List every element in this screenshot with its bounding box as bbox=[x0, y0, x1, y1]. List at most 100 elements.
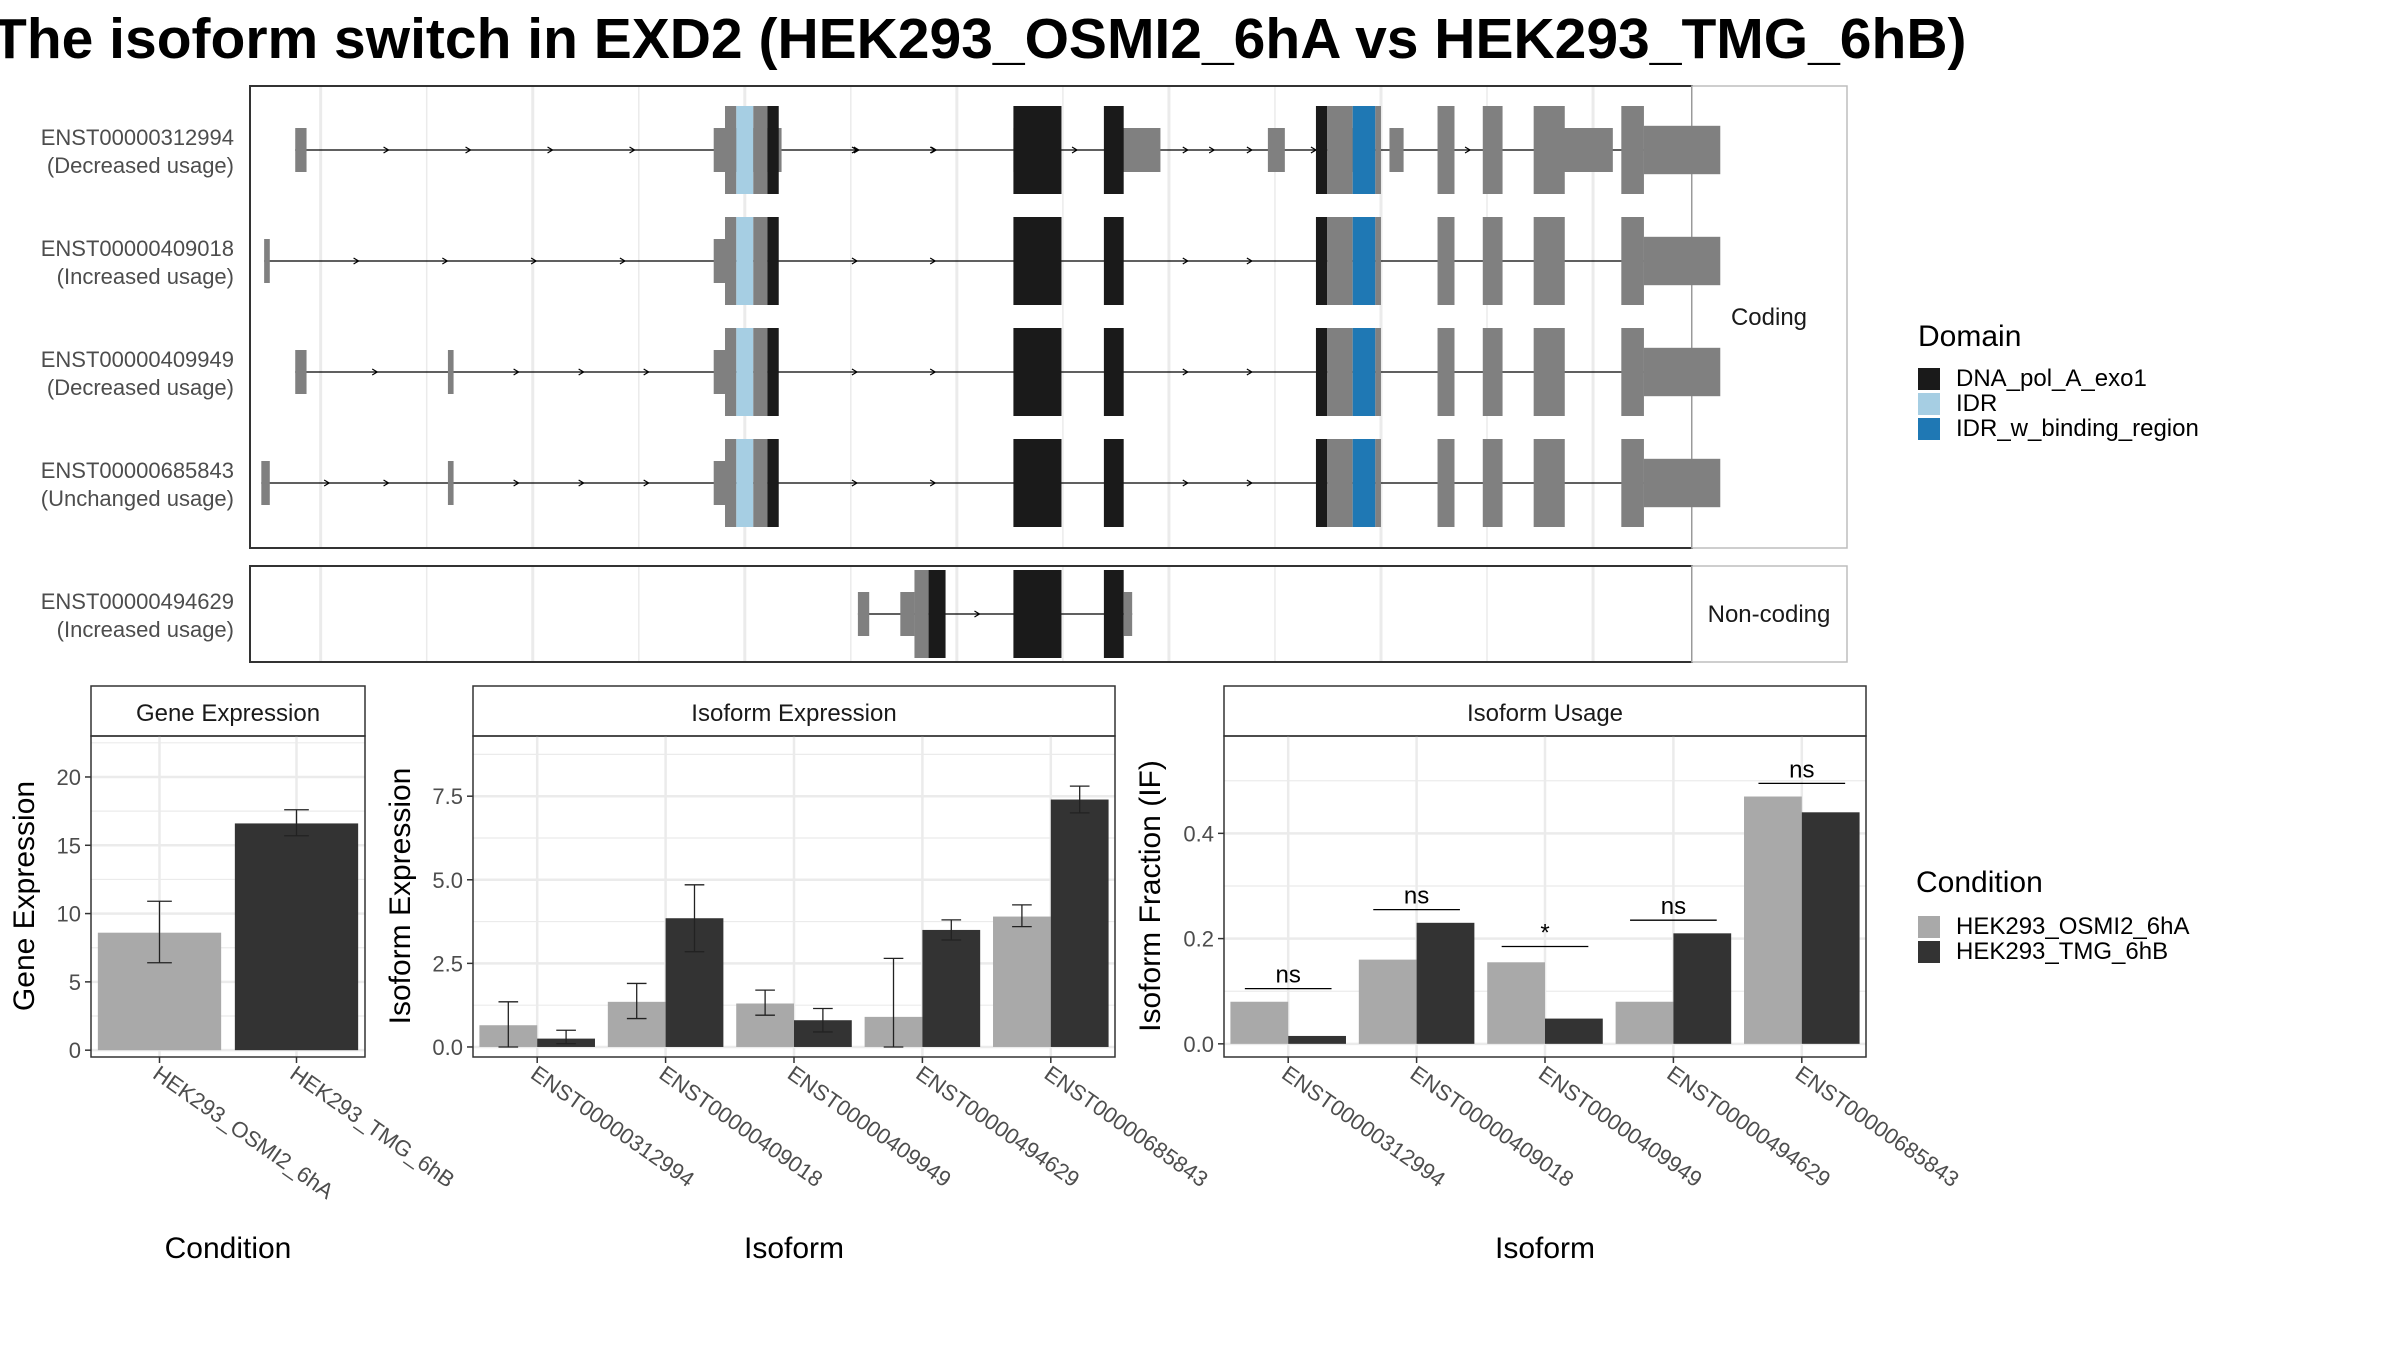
legend-label-DNA_pol_A_exo1: DNA_pol_A_exo1 bbox=[1956, 365, 2147, 392]
intron-arrow bbox=[1246, 146, 1254, 154]
intron-arrow bbox=[323, 479, 331, 487]
y-tick-label: 5 bbox=[69, 970, 81, 995]
transcript-usage-label: (Decreased usage) bbox=[47, 153, 234, 178]
x-axis-title: Condition bbox=[165, 1232, 292, 1265]
intron-arrow bbox=[371, 368, 379, 376]
idr-domain bbox=[736, 106, 754, 194]
noncoding-strip-label: Non-coding bbox=[1708, 601, 1831, 628]
exon-block bbox=[1375, 328, 1381, 416]
intron-arrow bbox=[851, 368, 859, 376]
exon-block bbox=[857, 592, 870, 636]
dna-pol-domain bbox=[1013, 570, 1062, 658]
exon-block bbox=[713, 350, 728, 394]
transcript-usage-label: (Decreased usage) bbox=[47, 375, 234, 400]
intron-arrow bbox=[629, 146, 636, 154]
bar-HEK293_OSMI2_6hA-ENST00000685843 bbox=[993, 916, 1051, 1047]
dna-pol-domain bbox=[1013, 439, 1062, 527]
y-axis-title: Isoform Expression bbox=[384, 768, 417, 1025]
intron-arrow bbox=[1246, 257, 1254, 265]
exon-block bbox=[1621, 328, 1644, 416]
exon-block bbox=[295, 350, 307, 394]
chart-title: Isoform Expression bbox=[691, 700, 896, 727]
exon-block bbox=[1533, 217, 1565, 305]
exon-block bbox=[1327, 217, 1353, 305]
exon-block bbox=[753, 328, 768, 416]
intron-arrow bbox=[1182, 257, 1189, 265]
significance-label: ns bbox=[1789, 756, 1814, 783]
dna-pol-domain bbox=[928, 570, 946, 658]
y-tick-label: 0.2 bbox=[1183, 927, 1214, 952]
y-tick-label: 10 bbox=[57, 902, 81, 927]
chart-2: Isoform Usagensns*nsns0.00.20.4ENST00000… bbox=[1134, 685, 1964, 1265]
legend-key-IDR bbox=[1918, 393, 1940, 415]
dna-pol-domain bbox=[1315, 106, 1328, 194]
chart-strip bbox=[90, 685, 366, 737]
exon-block bbox=[713, 128, 728, 172]
chart-1: Isoform Expression0.02.55.07.5ENST000003… bbox=[384, 685, 1213, 1265]
exon-block bbox=[295, 128, 307, 172]
intron-arrow bbox=[383, 479, 390, 487]
intron-arrow bbox=[513, 368, 520, 376]
dna-pol-domain bbox=[1103, 217, 1124, 305]
transcript-ENST00000409018 bbox=[264, 217, 1721, 305]
exon-block bbox=[1533, 439, 1565, 527]
significance-label: ns bbox=[1404, 883, 1429, 910]
exon-block bbox=[1123, 592, 1133, 636]
bar-HEK293_OSMI2_6hA-ENST00000312994 bbox=[1230, 1001, 1289, 1044]
idr-domain bbox=[736, 217, 754, 305]
bar-HEK293_TMG_6hB-ENST00000685843 bbox=[1801, 812, 1860, 1044]
exon-block bbox=[753, 439, 768, 527]
intron-arrow bbox=[1208, 146, 1216, 154]
exon-block bbox=[1482, 439, 1503, 527]
intron-arrow bbox=[851, 479, 859, 487]
intron-arrow bbox=[929, 257, 937, 265]
bar-HEK293_TMG_6hB-ENST00000494629 bbox=[1673, 933, 1732, 1044]
exon-block bbox=[1437, 439, 1455, 527]
intron-arrow bbox=[1246, 479, 1254, 487]
intron-arrow bbox=[851, 257, 859, 265]
transcript-ENST00000494629 bbox=[857, 570, 1133, 658]
dna-pol-domain bbox=[1103, 570, 1124, 658]
dna-pol-domain bbox=[1013, 106, 1062, 194]
transcript-tracks bbox=[261, 106, 1721, 658]
exon-block bbox=[1267, 128, 1285, 172]
legend-key-HEK293_TMG_6hB bbox=[1918, 941, 1940, 963]
exon-block bbox=[1643, 236, 1721, 286]
y-tick-label: 0.0 bbox=[432, 1035, 463, 1060]
coding-panel bbox=[249, 85, 1693, 549]
exon-block bbox=[1327, 106, 1353, 194]
exon-block bbox=[1327, 439, 1353, 527]
legend-label-HEK293_TMG_6hB: HEK293_TMG_6hB bbox=[1956, 938, 2168, 965]
y-axis-title: Isoform Fraction (IF) bbox=[1134, 760, 1167, 1032]
exon-block bbox=[1621, 106, 1644, 194]
exon-block bbox=[1437, 217, 1455, 305]
legend-key-DNA_pol_A_exo1 bbox=[1918, 368, 1940, 390]
dna-pol-domain bbox=[1103, 439, 1124, 527]
transcript-labels: ENST00000312994 (Decreased usage) ENST0000… bbox=[41, 125, 234, 642]
coding-strip-label: Coding bbox=[1731, 304, 1807, 331]
domain-legend: Domain DNA_pol_A_exo1IDRIDR_w_binding_re… bbox=[1918, 320, 2199, 442]
exon-block bbox=[1533, 106, 1565, 194]
exon-block bbox=[1375, 106, 1381, 194]
exon-block bbox=[447, 461, 454, 505]
dna-pol-domain bbox=[767, 439, 779, 527]
transcript-id-label: ENST00000685843 bbox=[41, 458, 234, 483]
legend-label-IDR: IDR bbox=[1956, 390, 1997, 417]
idr-domain bbox=[736, 439, 754, 527]
chart-panel-border bbox=[90, 735, 366, 1058]
condition-legend-title: Condition bbox=[1916, 866, 2043, 899]
exon-block bbox=[753, 217, 768, 305]
dna-pol-domain bbox=[1013, 217, 1062, 305]
idr-binding-domain bbox=[1352, 328, 1376, 416]
transcript-ENST00000685843 bbox=[261, 439, 1721, 527]
intron-arrow bbox=[442, 257, 449, 265]
dna-pol-domain bbox=[1103, 106, 1124, 194]
legend-label-HEK293_OSMI2_6hA: HEK293_OSMI2_6hA bbox=[1956, 913, 2189, 940]
significance-label: * bbox=[1540, 919, 1549, 946]
transcript-usage-label: (Increased usage) bbox=[57, 264, 234, 289]
bar-HEK293_TMG_6hB-ENST00000494629 bbox=[922, 929, 981, 1047]
y-tick-label: 7.5 bbox=[432, 784, 463, 809]
y-tick-label: 15 bbox=[57, 833, 81, 858]
